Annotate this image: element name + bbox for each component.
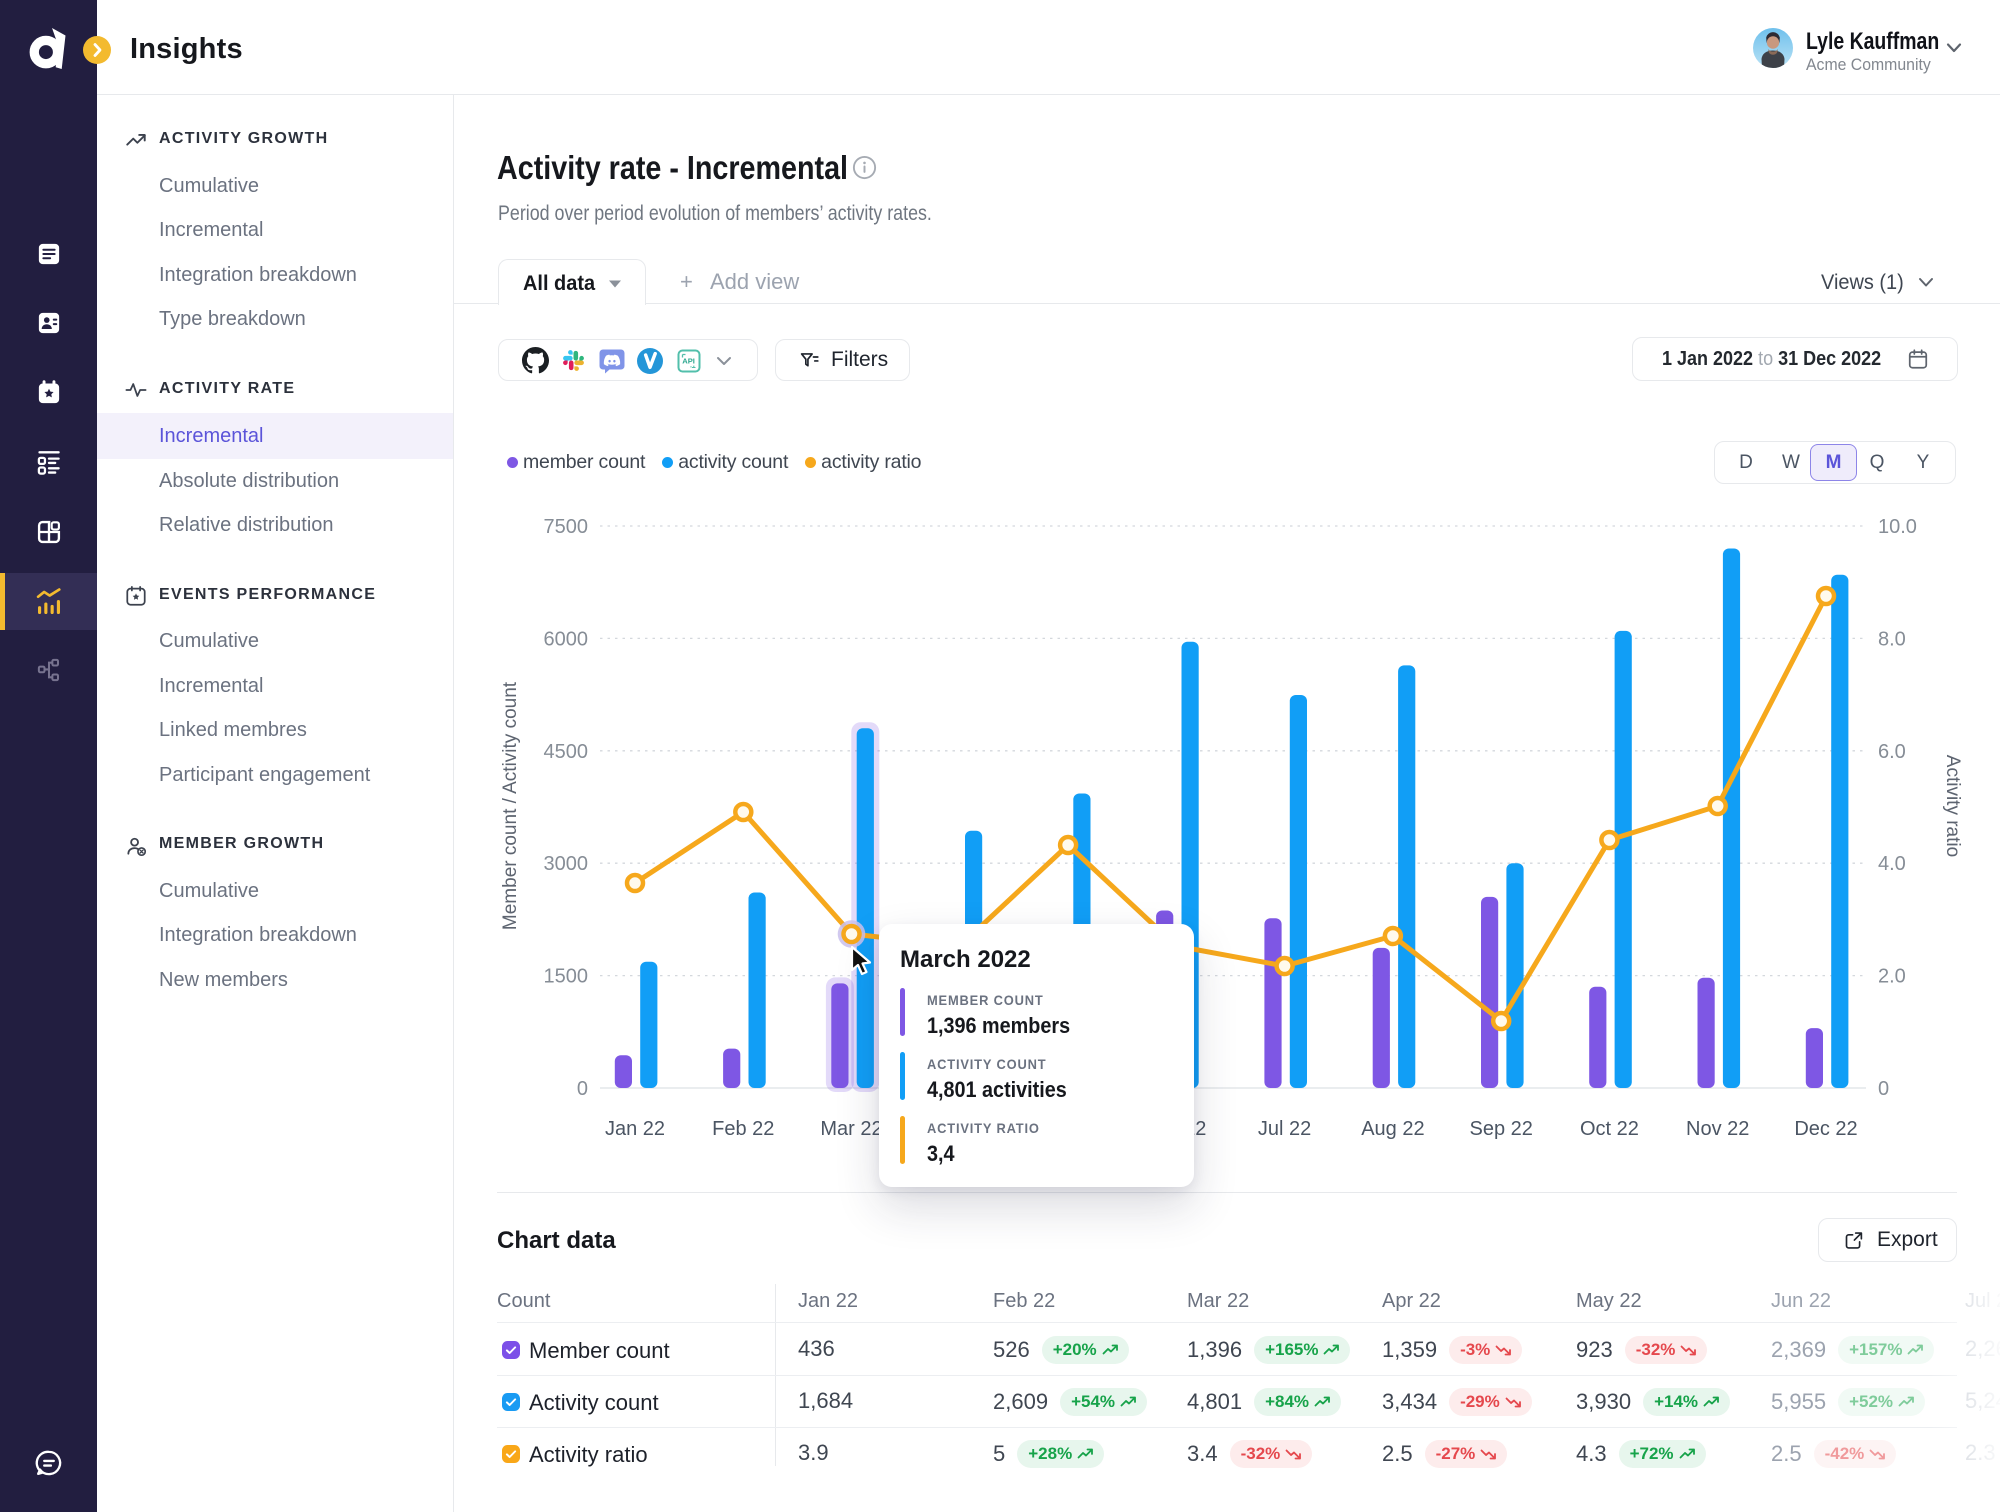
svg-text:0: 0 bbox=[577, 1078, 588, 1100]
svg-text:2.0: 2.0 bbox=[1878, 966, 1906, 988]
svg-text:7500: 7500 bbox=[544, 516, 589, 538]
svg-text:API: API bbox=[682, 357, 695, 366]
svg-text:10.0: 10.0 bbox=[1878, 516, 1917, 538]
svg-text:1500: 1500 bbox=[544, 966, 589, 988]
svg-text:Aug 22: Aug 22 bbox=[1361, 1118, 1424, 1140]
svg-text:Sep 22: Sep 22 bbox=[1470, 1118, 1533, 1140]
svg-text:6000: 6000 bbox=[544, 628, 589, 650]
svg-text:4500: 4500 bbox=[544, 741, 589, 763]
svg-text:Jul 22: Jul 22 bbox=[1258, 1118, 1311, 1140]
svg-text:8.0: 8.0 bbox=[1878, 628, 1906, 650]
svg-text:Feb 22: Feb 22 bbox=[712, 1118, 774, 1140]
svg-text:6.0: 6.0 bbox=[1878, 741, 1906, 763]
svg-text:Dec 22: Dec 22 bbox=[1794, 1118, 1857, 1140]
svg-text:Mar 22: Mar 22 bbox=[820, 1118, 882, 1140]
svg-text:Jan 22: Jan 22 bbox=[605, 1118, 665, 1140]
svg-text:0: 0 bbox=[1878, 1078, 1889, 1100]
svg-text:Activity ratio: Activity ratio bbox=[1942, 755, 1963, 857]
svg-text:3000: 3000 bbox=[544, 853, 589, 875]
svg-text:Oct 22: Oct 22 bbox=[1580, 1118, 1639, 1140]
svg-text:Member count / Activity count: Member count / Activity count bbox=[500, 681, 521, 930]
svg-text:Nov 22: Nov 22 bbox=[1686, 1118, 1749, 1140]
svg-text:4.0: 4.0 bbox=[1878, 853, 1906, 875]
